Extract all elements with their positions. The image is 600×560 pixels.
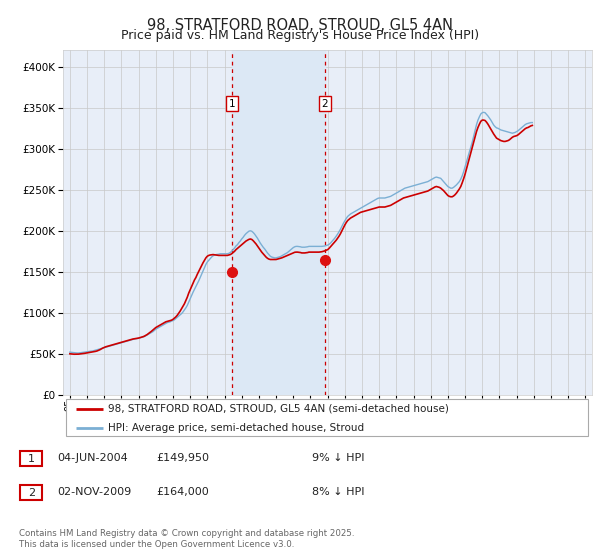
Text: £149,950: £149,950 bbox=[156, 453, 209, 463]
Text: 1: 1 bbox=[229, 99, 235, 109]
Text: £164,000: £164,000 bbox=[156, 487, 209, 497]
Text: Price paid vs. HM Land Registry's House Price Index (HPI): Price paid vs. HM Land Registry's House … bbox=[121, 29, 479, 42]
Text: Contains HM Land Registry data © Crown copyright and database right 2025.
This d: Contains HM Land Registry data © Crown c… bbox=[19, 529, 355, 549]
Bar bbox=[232, 50, 325, 395]
Text: 02-NOV-2009: 02-NOV-2009 bbox=[57, 487, 131, 497]
Text: 98, STRATFORD ROAD, STROUD, GL5 4AN: 98, STRATFORD ROAD, STROUD, GL5 4AN bbox=[147, 18, 453, 33]
Text: 8% ↓ HPI: 8% ↓ HPI bbox=[312, 487, 365, 497]
FancyBboxPatch shape bbox=[65, 399, 589, 436]
Text: 98, STRATFORD ROAD, STROUD, GL5 4AN (semi-detached house): 98, STRATFORD ROAD, STROUD, GL5 4AN (sem… bbox=[108, 404, 449, 414]
FancyBboxPatch shape bbox=[20, 485, 42, 501]
FancyBboxPatch shape bbox=[20, 451, 42, 466]
Text: 04-JUN-2004: 04-JUN-2004 bbox=[57, 453, 128, 463]
Text: 1: 1 bbox=[28, 454, 35, 464]
Text: HPI: Average price, semi-detached house, Stroud: HPI: Average price, semi-detached house,… bbox=[108, 423, 364, 433]
Text: 2: 2 bbox=[28, 488, 35, 498]
Text: 2: 2 bbox=[322, 99, 328, 109]
Text: 9% ↓ HPI: 9% ↓ HPI bbox=[312, 453, 365, 463]
